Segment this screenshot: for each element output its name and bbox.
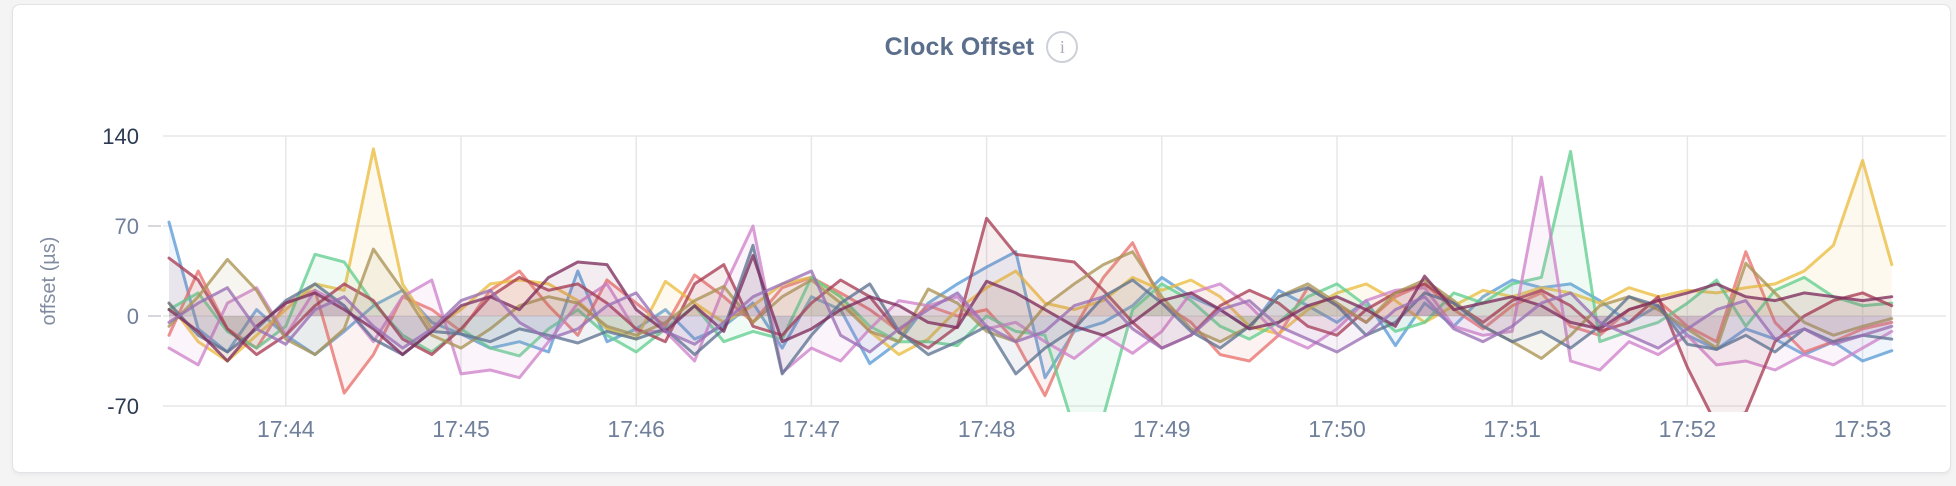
series-line	[167, 243, 1894, 376]
x-tick-label: 17:45	[432, 416, 490, 442]
chart-title: Clock Offset	[884, 32, 1035, 61]
series-group	[167, 147, 1894, 412]
series-area	[169, 151, 1892, 412]
y-axis-title: offset (µs)	[38, 237, 60, 326]
x-tick-label: 17:49	[1133, 416, 1191, 442]
gridlines	[163, 135, 1946, 407]
series-area	[169, 218, 1892, 412]
y-tick-label: 70	[115, 214, 139, 239]
clock-offset-card: Clock Offset i 140 70 0 -70 17:44 17:45 17:46 1…	[12, 4, 1951, 473]
chart-header: Clock Offset i	[13, 31, 1950, 63]
series-line	[167, 175, 1894, 380]
y-tick-dashes	[148, 225, 161, 317]
series-line	[167, 147, 1894, 363]
y-tick-label: 140	[102, 124, 139, 149]
x-tick-label: 17:46	[607, 416, 665, 442]
x-tick-label: 17:48	[958, 416, 1016, 442]
x-tick-label: 17:44	[257, 416, 315, 442]
x-tick-label: 17:47	[783, 416, 841, 442]
y-tick-label: 0	[127, 304, 139, 329]
x-tick-label: 17:52	[1659, 416, 1717, 442]
series-area	[169, 242, 1892, 396]
x-tick-label: 17:50	[1308, 416, 1366, 442]
series-area	[169, 245, 1892, 374]
x-axis-labels: 17:44 17:45 17:46 17:47 17:48 17:49 17:50 17:51…	[257, 416, 1891, 442]
series-line	[167, 247, 1894, 360]
y-tick-label: -70	[107, 394, 139, 419]
series-area	[169, 255, 1892, 361]
info-icon[interactable]: i	[1046, 31, 1079, 63]
series-line	[167, 269, 1894, 354]
x-tick-label: 17:53	[1834, 416, 1892, 442]
x-tick-label: 17:51	[1483, 416, 1541, 442]
y-axis-labels: 140 70 0 -70	[102, 124, 139, 419]
